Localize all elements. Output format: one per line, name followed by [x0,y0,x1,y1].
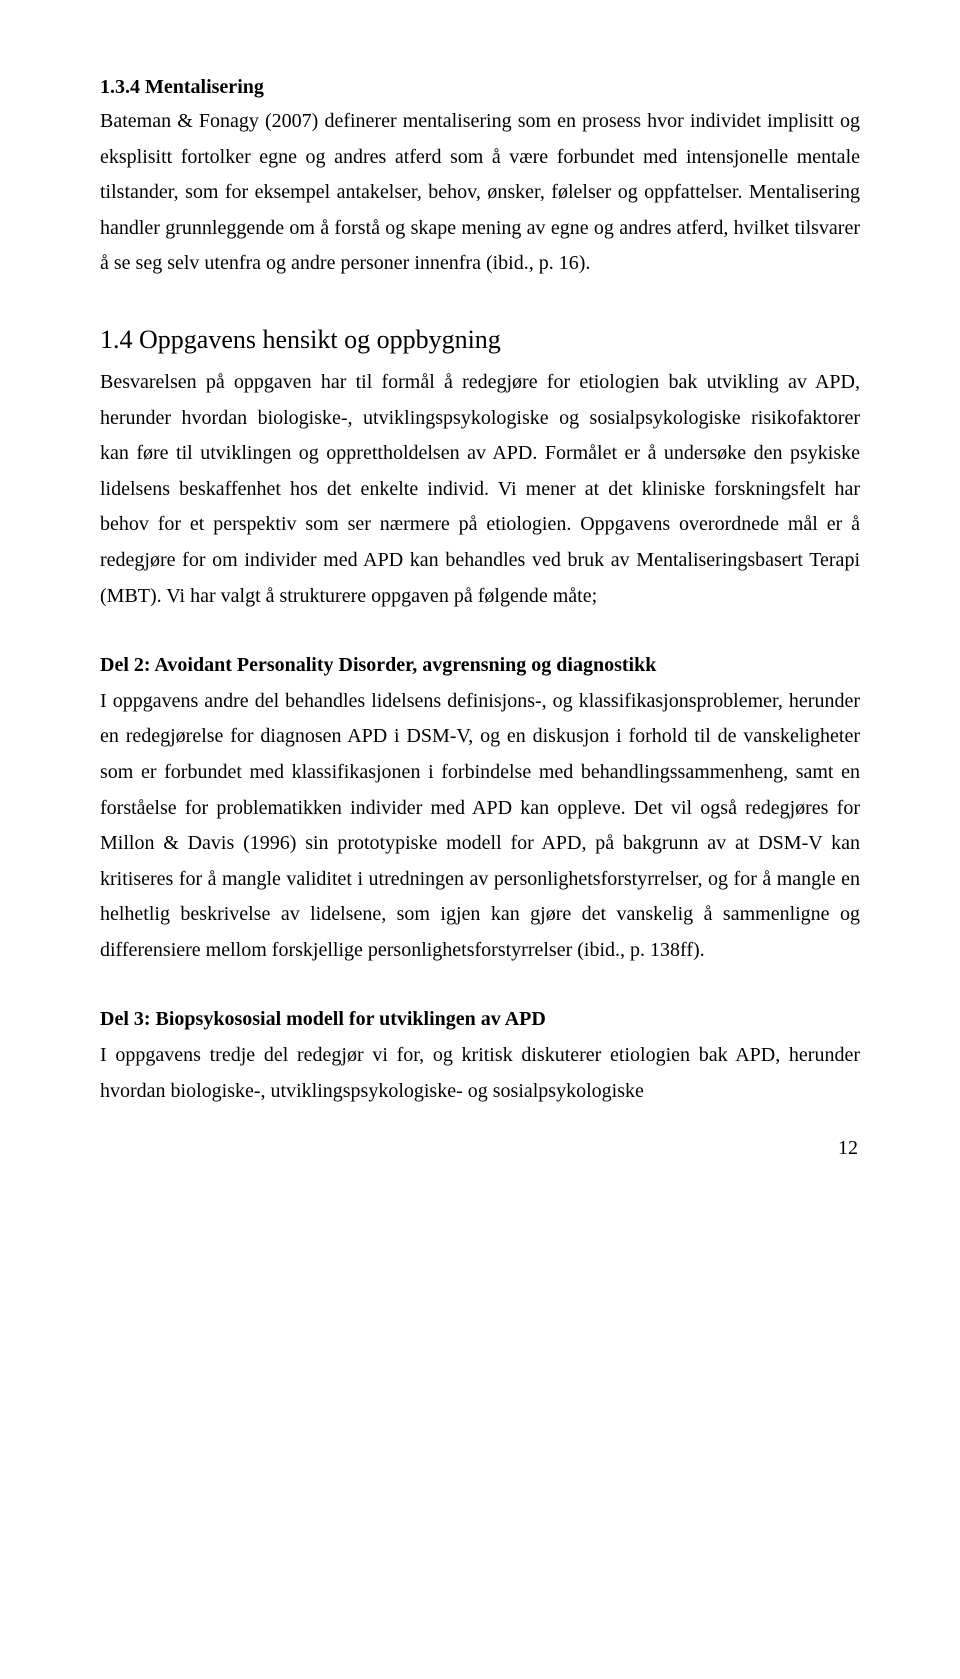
paragraph-mentalisering: Bateman & Fonagy (2007) definerer mental… [100,104,860,282]
heading-del-3: Del 3: Biopsykososial modell for utvikli… [100,1002,860,1038]
document-page: 1.3.4 Mentalisering Bateman & Fonagy (20… [0,0,960,1200]
paragraph-hensikt: Besvarelsen på oppgaven har til formål å… [100,365,860,614]
paragraph-del-3: I oppgavens tredje del redegjør vi for, … [100,1038,860,1109]
page-number: 12 [100,1137,860,1160]
paragraph-del-2: I oppgavens andre del behandles lidelsen… [100,684,860,969]
heading-1-4: 1.4 Oppgavens hensikt og oppbygning [100,320,860,359]
heading-del-2: Del 2: Avoidant Personality Disorder, av… [100,648,860,684]
heading-1-3-4: 1.3.4 Mentalisering [100,72,860,102]
